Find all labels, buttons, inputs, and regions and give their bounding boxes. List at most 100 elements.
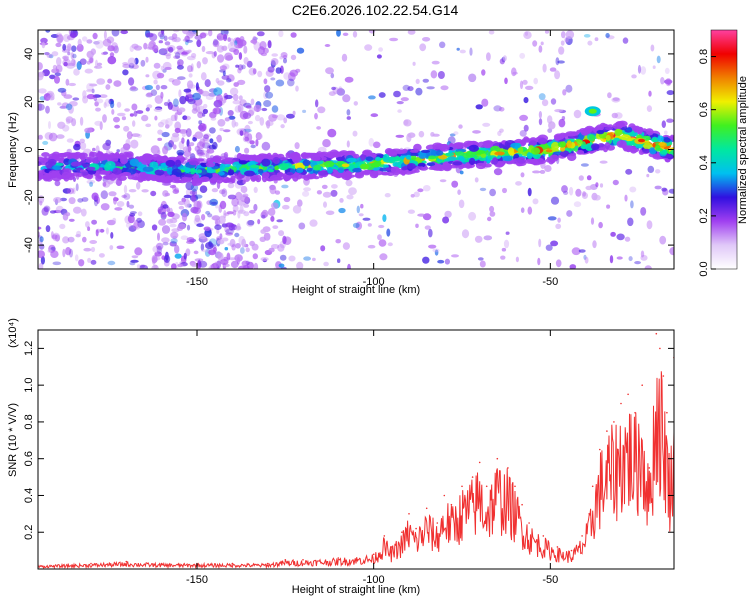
noise-speckle bbox=[113, 45, 119, 54]
noise-speckle bbox=[79, 58, 87, 65]
noise-speckle bbox=[123, 125, 130, 132]
spectrogram-y-label: Frequency (Hz) bbox=[7, 112, 19, 188]
noise-speckle bbox=[176, 64, 184, 70]
noise-speckle bbox=[99, 121, 103, 131]
noise-speckle bbox=[238, 265, 247, 269]
noise-speckle bbox=[153, 107, 163, 112]
noise-speckle bbox=[157, 121, 165, 128]
noise-speckle bbox=[187, 98, 196, 105]
snr-point bbox=[478, 461, 481, 464]
ridge-blob bbox=[296, 167, 304, 173]
noise-speckle bbox=[75, 183, 79, 192]
noise-speckle bbox=[153, 79, 158, 85]
noise-speckle bbox=[113, 116, 120, 123]
noise-speckle bbox=[62, 248, 66, 258]
noise-speckle bbox=[187, 65, 193, 73]
noise-speckle bbox=[523, 124, 529, 132]
noise-speckle bbox=[168, 46, 174, 53]
noise-speckle bbox=[70, 52, 75, 60]
noise-speckle bbox=[225, 232, 234, 236]
noise-speckle bbox=[339, 198, 344, 203]
noise-speckle bbox=[62, 124, 70, 132]
ridge-blob bbox=[42, 175, 52, 180]
noise-speckle bbox=[185, 248, 191, 257]
colorbar-label: Normalized spectral amplitude bbox=[737, 76, 749, 224]
y-tick-label: 0 bbox=[23, 146, 35, 152]
ridge-blob bbox=[524, 137, 531, 143]
noise-speckle bbox=[192, 92, 202, 101]
noise-speckle bbox=[376, 54, 382, 59]
noise-speckle bbox=[287, 78, 295, 87]
noise-speckle bbox=[84, 68, 94, 74]
noise-speckle bbox=[87, 257, 92, 263]
noise-speckle bbox=[65, 247, 72, 256]
noise-speckle bbox=[130, 139, 139, 149]
noise-speckle bbox=[666, 118, 674, 123]
noise-speckle bbox=[65, 212, 71, 217]
snr-point bbox=[606, 430, 608, 432]
noise-speckle bbox=[646, 220, 653, 230]
noise-speckle bbox=[415, 87, 423, 96]
noise-speckle bbox=[183, 252, 187, 260]
snr-point bbox=[599, 448, 601, 451]
ridge-blob bbox=[605, 134, 611, 141]
ridge-blob bbox=[171, 168, 182, 177]
noise-speckle bbox=[234, 232, 240, 238]
noise-speckle bbox=[622, 37, 629, 44]
noise-speckle bbox=[121, 194, 127, 198]
noise-speckle bbox=[249, 140, 255, 145]
ridge-blob bbox=[38, 161, 42, 167]
noise-speckle bbox=[177, 59, 184, 67]
ridge-blob bbox=[435, 150, 444, 156]
noise-speckle bbox=[107, 260, 116, 266]
noise-speckle bbox=[137, 211, 143, 217]
noise-speckle bbox=[45, 105, 50, 114]
noise-speckle bbox=[43, 93, 51, 101]
noise-speckle bbox=[181, 212, 188, 222]
ridge-blob bbox=[526, 153, 535, 157]
noise-speckle bbox=[164, 41, 171, 46]
noise-speckle bbox=[202, 135, 210, 144]
noise-speckle bbox=[627, 217, 634, 227]
ridge-blob bbox=[223, 178, 233, 182]
noise-speckle bbox=[233, 82, 239, 87]
ridge-blob bbox=[191, 178, 203, 186]
noise-speckle bbox=[290, 32, 297, 38]
noise-speckle bbox=[338, 86, 343, 94]
noise-speckle bbox=[171, 33, 178, 39]
noise-speckle bbox=[212, 141, 218, 150]
noise-speckle bbox=[39, 200, 43, 206]
ridge-blob bbox=[306, 167, 313, 172]
noise-speckle bbox=[170, 231, 179, 239]
noise-speckle bbox=[418, 130, 425, 138]
noise-speckle bbox=[136, 264, 141, 269]
noise-speckle bbox=[248, 107, 255, 116]
ridge-blob bbox=[557, 141, 567, 148]
noise-speckle bbox=[263, 91, 269, 100]
ridge-blob bbox=[288, 155, 299, 160]
noise-speckle bbox=[413, 191, 420, 198]
noise-speckle bbox=[75, 234, 81, 238]
colorbar-tick-label: 0.8 bbox=[698, 49, 710, 64]
noise-speckle bbox=[616, 233, 625, 241]
ridge-blob bbox=[67, 155, 78, 159]
ridge-blob bbox=[100, 170, 111, 175]
noise-speckle bbox=[459, 49, 466, 54]
noise-speckle bbox=[209, 198, 219, 206]
noise-speckle bbox=[65, 116, 74, 123]
noise-speckle bbox=[430, 132, 435, 137]
noise-speckle bbox=[512, 71, 518, 75]
noise-speckle bbox=[587, 40, 593, 46]
ridge-blob bbox=[616, 140, 627, 148]
noise-speckle bbox=[646, 173, 650, 178]
noise-speckle bbox=[283, 117, 288, 124]
noise-speckle bbox=[57, 121, 66, 129]
snr-point bbox=[450, 503, 453, 506]
noise-speckle bbox=[161, 214, 167, 218]
noise-speckle bbox=[120, 30, 128, 35]
noise-speckle bbox=[275, 67, 282, 74]
noise-speckle bbox=[228, 257, 237, 261]
noise-speckle bbox=[277, 244, 285, 252]
noise-speckle bbox=[105, 227, 109, 235]
ridge-blob bbox=[595, 124, 604, 131]
